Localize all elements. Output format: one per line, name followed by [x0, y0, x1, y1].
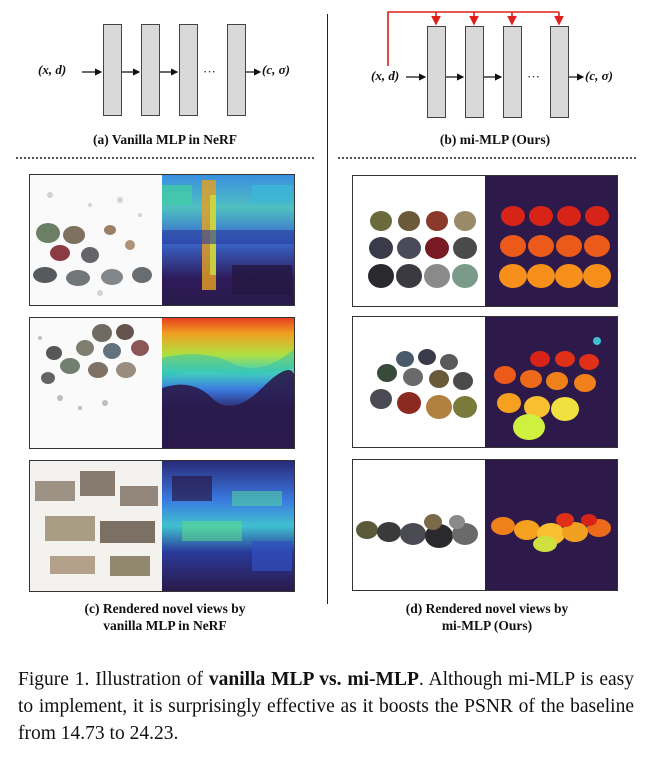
mlp-layer-block [103, 24, 122, 116]
rgb-render [353, 176, 485, 306]
rgb-render [30, 175, 162, 305]
vanilla-render-panel-3 [29, 460, 295, 592]
noisy-depth-image [162, 348, 294, 448]
mlp-layer-block [550, 26, 569, 118]
noisy-depth-image [162, 180, 294, 295]
figure-caption: Figure 1. Illustration of vanilla MLP vs… [18, 666, 634, 747]
mimlp-render-panel-3 [352, 459, 618, 591]
depth-render [485, 176, 617, 306]
vanilla-renders-caption-line2: vanilla MLP in NeRF [103, 618, 227, 633]
clean-helmets-image [368, 211, 478, 288]
mimlp-arrows [387, 11, 585, 81]
mlp-layer-block [227, 24, 246, 116]
noisy-helmets-image [38, 324, 149, 410]
depth-render [162, 461, 294, 591]
mimlp-render-panel-2 [352, 316, 618, 448]
vanilla-arrows [82, 68, 262, 76]
figure-caption-prefix: Figure 1. Illustration of [18, 669, 209, 690]
vertical-divider [327, 14, 328, 604]
mlp-layer-block [179, 24, 198, 116]
vanilla-render-panel-2 [29, 317, 295, 449]
mimlp-output-label: (c, σ) [585, 68, 613, 83]
ellipsis: ··· [527, 69, 540, 84]
rgb-render [30, 461, 162, 591]
mlp-layer-block [503, 26, 522, 118]
vanilla-input-label: (x, d) [38, 62, 67, 77]
clean-depth-image [499, 206, 611, 288]
depth-render [162, 175, 294, 305]
depth-render [485, 460, 617, 590]
dotted-separator [338, 157, 636, 159]
rgb-render [30, 318, 162, 448]
noisy-depth-image [172, 476, 292, 571]
mlp-layer-block [465, 26, 484, 118]
depth-render [485, 317, 617, 447]
vanilla-render-panel-1 [29, 174, 295, 306]
vanilla-diagram-caption: (a) Vanilla MLP in NeRF [92, 132, 237, 147]
figure-caption-suffix: . Although mi-MLP is easy to implement, … [18, 669, 634, 744]
vanilla-output-label: (c, σ) [262, 62, 290, 77]
clean-depth-image [491, 513, 611, 552]
noisy-helmets-image [33, 192, 152, 296]
mimlp-renders-caption-line1: (d) Rendered novel views by [405, 601, 569, 616]
mlp-layer-block [427, 26, 446, 118]
mimlp-diagram-caption: (b) mi-MLP (Ours) [439, 132, 551, 147]
figure-caption-bold: vanilla MLP vs. mi-MLP [208, 669, 419, 690]
clean-depth-image [494, 337, 601, 440]
mimlp-render-panel-1 [352, 175, 618, 307]
mimlp-renders-caption-line2: mi-MLP (Ours) [441, 618, 533, 633]
mlp-layer-block [141, 24, 160, 116]
mimlp-input-label: (x, d) [371, 68, 400, 83]
depth-render [162, 318, 294, 448]
rgb-render [353, 460, 485, 590]
vanilla-renders-caption-line1: (c) Rendered novel views by [84, 601, 246, 616]
dotted-separator [16, 157, 314, 159]
ellipsis: ··· [203, 64, 216, 79]
clean-helmets-image [356, 514, 478, 548]
noisy-helmets-image [35, 471, 158, 576]
clean-helmets-image [370, 349, 477, 419]
rgb-render [353, 317, 485, 447]
